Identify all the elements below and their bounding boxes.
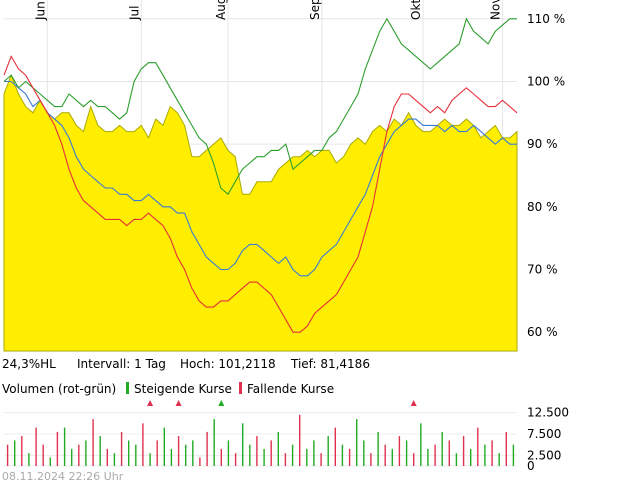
month-label: Jul xyxy=(127,6,141,21)
volume-tick-label: 12.500 xyxy=(527,406,569,420)
volume-bars xyxy=(6,414,515,466)
interval-label: Intervall: 1 Tag xyxy=(77,357,166,371)
percent-axis: 60 % 70 % 80 % 90 % 100 % 110 % xyxy=(527,12,565,339)
price-series-lines xyxy=(3,17,518,333)
volume-overflow-marker xyxy=(410,400,417,406)
month-label: Okt xyxy=(409,0,423,20)
volume-overflow-marker xyxy=(175,400,182,406)
percent-tick-label: 70 % xyxy=(527,263,558,277)
volume-title: Volumen (rot-grün) xyxy=(2,382,116,396)
high-label: Hoch: 101,2118 xyxy=(180,357,276,371)
month-label: Sep xyxy=(308,0,322,20)
low-label: Tief: 81,4186 xyxy=(290,357,370,371)
percent-tick-label: 80 % xyxy=(527,200,558,214)
volume-tick-label: 0 xyxy=(527,459,535,473)
volume-tick-label: 7.500 xyxy=(527,427,561,441)
up-legend-label: Steigende Kurse xyxy=(134,382,232,396)
series-line-green xyxy=(3,17,517,196)
percent-tick-label: 60 % xyxy=(527,325,558,339)
month-label: Jun xyxy=(33,1,47,21)
month-label: Nov xyxy=(489,0,503,20)
month-label: Aug xyxy=(214,0,228,20)
percent-tick-label: 90 % xyxy=(527,137,558,151)
timestamp: 08.11.2024 22:26 Uhr xyxy=(2,470,124,483)
down-legend-label: Fallende Kurse xyxy=(247,382,334,396)
volume-grid xyxy=(4,412,517,467)
stats-row: 24,3%HL Intervall: 1 Tag Hoch: 101,2118 … xyxy=(2,357,370,371)
down-legend-swatch xyxy=(239,382,242,394)
price-area xyxy=(3,73,518,352)
volume-legend: Volumen (rot-grün) Steigende Kurse Falle… xyxy=(2,382,334,396)
percent-tick-label: 100 % xyxy=(527,74,565,88)
percent-tick-label: 110 % xyxy=(527,12,565,26)
series-line-blue xyxy=(4,80,517,277)
volume-overflow-marker xyxy=(218,400,225,406)
up-legend-swatch xyxy=(126,382,129,394)
month-axis-labels: Jun Jul Aug Sep Okt Nov xyxy=(33,0,502,21)
volume-markers xyxy=(147,400,417,406)
range-label: 24,3%HL xyxy=(2,357,56,371)
volume-overflow-marker xyxy=(147,400,154,406)
series-line-red xyxy=(3,55,518,333)
volume-tick-label: 2.500 xyxy=(527,448,561,462)
area-series xyxy=(3,73,518,352)
